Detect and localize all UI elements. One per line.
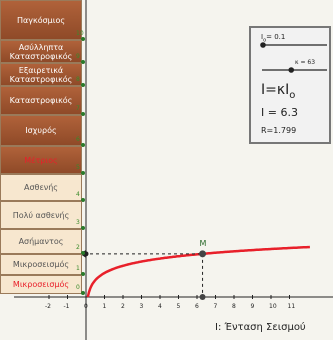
scale-level-number: 1 — [76, 265, 80, 272]
scale-level-dot — [81, 171, 85, 175]
formula-text: I=κIo — [261, 82, 296, 101]
x-tick-label: 5 — [177, 303, 181, 310]
scale-level-number: 0 — [76, 284, 80, 291]
scale-level-number: 4 — [76, 191, 80, 198]
x-tick-label: 1 — [103, 303, 107, 310]
scale-level-label: Ασθενής — [24, 183, 58, 192]
mercalli-scale: Παγκόσμιος 10 Ασύλληπτα Καταστροφικός 9 Εξαι… — [0, 0, 86, 300]
scale-level-dot — [81, 112, 85, 116]
scale-level-number: 8 — [76, 76, 80, 83]
x-tick-label: 10 — [269, 303, 277, 310]
scale-level-label: Πολύ ασθενής — [12, 210, 70, 220]
scale-level-4: Ασθενής — [0, 174, 82, 201]
x-tick-label: 11 — [288, 303, 296, 310]
x-tick-label: 6 — [195, 303, 199, 310]
scale-level-label: Ασύλληπτα Καταστροφικός — [9, 42, 73, 61]
scale-level-6: Ισχυρός — [0, 115, 82, 146]
scale-level-dot — [81, 251, 85, 255]
scale-level-7: Καταστροφικός — [0, 86, 82, 115]
scale-level-5: Μέτριος — [0, 146, 82, 174]
x-tick-label: 7 — [214, 303, 218, 310]
scale-level-number: 3 — [76, 219, 80, 226]
r-value: R=1.799 — [261, 126, 297, 135]
scale-level-0: Μικροσεισμός — [0, 275, 82, 294]
x-tick-label: 3 — [140, 303, 144, 310]
scale-level-dot — [81, 37, 85, 41]
scale-level-2: Ασήμαντος — [0, 229, 82, 254]
scale-level-number: 6 — [76, 136, 80, 143]
point-m-label: M — [200, 239, 207, 248]
scale-level-1: Μικροσεισμός — [0, 254, 82, 275]
scale-level-dot — [81, 226, 85, 230]
x-tick-label: 2 — [121, 303, 125, 310]
x-tick-label: 4 — [158, 303, 162, 310]
x-tick-label: 8 — [232, 303, 236, 310]
scale-level-number: 9 — [76, 53, 80, 60]
slider-i0-caption: Io= 0.1 — [261, 33, 286, 44]
scale-level-dot — [81, 60, 85, 64]
slider-i0-knob[interactable] — [260, 42, 266, 48]
point-m[interactable] — [199, 250, 207, 258]
scale-level-dot — [81, 291, 85, 295]
scale-level-dot — [81, 198, 85, 202]
scale-level-label: Ασήμαντος — [18, 237, 64, 246]
x-tick-label: 9 — [251, 303, 255, 310]
x-axis-title: I: Ένταση Σεισμού — [215, 322, 306, 333]
slider-k-caption: κ = 63 — [295, 59, 316, 66]
slider-k-knob[interactable] — [288, 67, 295, 73]
scale-level-label: Εξαιρετικά Καταστροφικός — [9, 65, 73, 84]
slider-k[interactable] — [259, 66, 329, 74]
scale-level-number: 2 — [76, 244, 80, 251]
log-curve — [86, 245, 311, 298]
scale-level-dot — [81, 272, 85, 276]
intensity-value: I = 6.3 — [261, 106, 298, 119]
scale-level-label: Μικροσεισμός — [12, 260, 70, 269]
scale-level-3: Πολύ ασθενής — [0, 201, 82, 229]
scale-level-number: 10 — [76, 30, 84, 37]
scale-level-label: Καταστροφικός — [9, 96, 73, 105]
scale-level-number: 7 — [76, 105, 80, 112]
scale-level-9: Ασύλληπτα Καταστροφικός — [0, 40, 82, 63]
scale-level-dot — [81, 143, 85, 147]
scale-level-label: Μικροσεισμός — [12, 280, 70, 289]
slider-i0[interactable] — [259, 41, 329, 49]
scale-level-10: Παγκόσμιος — [0, 0, 82, 40]
controls-panel: Io= 0.1 κ = 63 I=κIo I = 6.3 R=1.799 — [249, 26, 331, 144]
scale-level-dot — [81, 83, 85, 87]
scale-level-label: Ισχυρός — [25, 126, 57, 135]
x-tick-label: -1 — [64, 303, 70, 310]
scale-level-number: 5 — [76, 164, 80, 171]
point-on-x-axis[interactable] — [199, 294, 206, 300]
scale-level-label: Παγκόσμιος — [16, 15, 66, 25]
x-tick-label: -2 — [45, 303, 51, 310]
scale-level-8: Εξαιρετικά Καταστροφικός — [0, 63, 82, 86]
x-tick-label: 0 — [84, 303, 88, 310]
scale-level-label: Μέτριος — [24, 155, 58, 165]
